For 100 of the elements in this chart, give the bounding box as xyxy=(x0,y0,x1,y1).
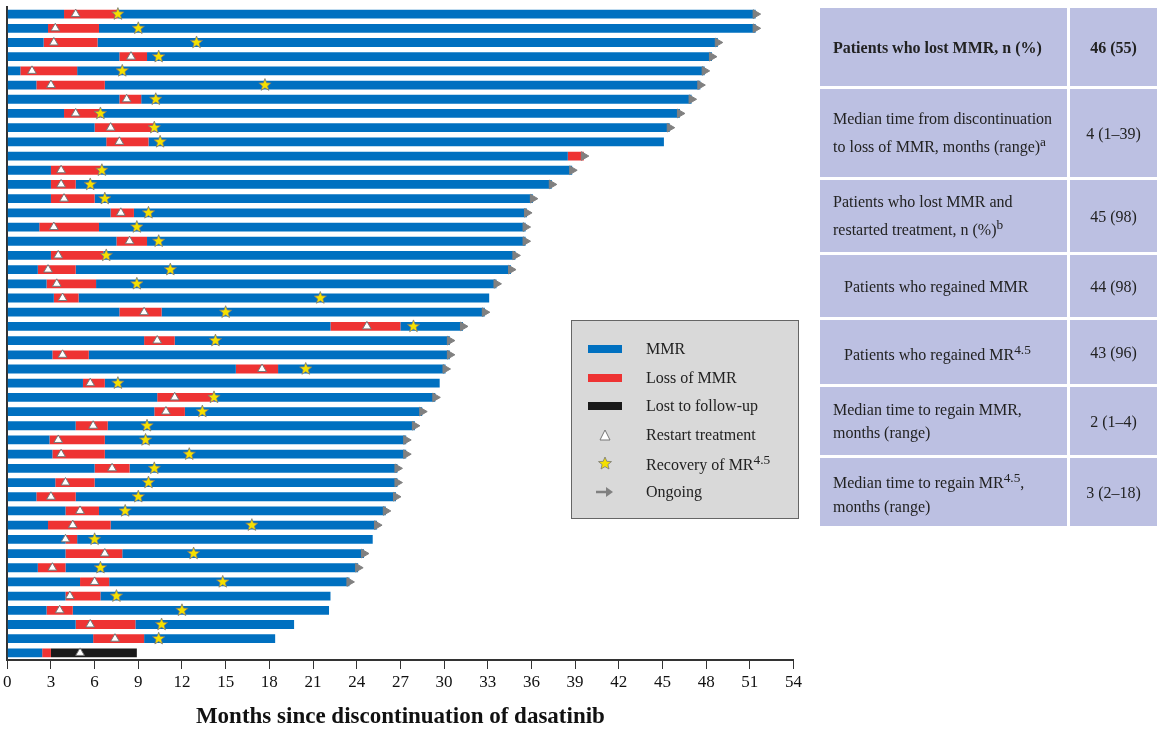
point xyxy=(139,306,149,316)
x-tick-label: 39 xyxy=(566,671,584,691)
bar xyxy=(7,151,568,161)
x-tick-label: 3 xyxy=(46,671,56,691)
bar xyxy=(7,165,51,175)
bar xyxy=(7,620,76,629)
point xyxy=(219,305,233,318)
point xyxy=(161,406,171,415)
bar xyxy=(7,563,38,573)
bar xyxy=(7,605,47,615)
x-tick-label: 51 xyxy=(741,671,759,691)
bar xyxy=(77,534,373,544)
point xyxy=(99,248,113,262)
point xyxy=(111,7,125,20)
bar xyxy=(65,563,359,573)
x-tick-label: 42 xyxy=(610,671,628,691)
text: Median time to regain MR$^{4.5}$, months (range) xyxy=(833,470,1025,515)
point xyxy=(85,377,96,387)
point xyxy=(118,504,132,517)
bar xyxy=(7,307,120,317)
point xyxy=(114,136,125,145)
point xyxy=(362,320,372,330)
point xyxy=(121,93,132,103)
point xyxy=(548,179,558,190)
point xyxy=(207,390,221,404)
point xyxy=(107,462,117,472)
x-tick-label: 9 xyxy=(134,671,143,691)
point xyxy=(70,8,81,18)
bar xyxy=(100,591,331,601)
bar xyxy=(7,94,120,104)
point xyxy=(459,321,469,332)
bar xyxy=(110,520,378,530)
legend-label: Lost to follow-up xyxy=(646,397,758,416)
bar xyxy=(330,322,401,331)
bar xyxy=(148,137,664,147)
point xyxy=(59,193,69,202)
x-tick-label: 36 xyxy=(522,671,540,691)
point xyxy=(98,191,112,205)
point xyxy=(83,177,97,191)
bar xyxy=(48,23,99,33)
bar xyxy=(7,279,47,289)
bar xyxy=(7,322,331,331)
bar xyxy=(7,648,43,658)
point xyxy=(56,164,66,174)
bar xyxy=(7,364,236,374)
bar xyxy=(7,478,56,487)
point xyxy=(411,420,421,431)
point xyxy=(216,575,230,588)
x-axis-title: Months since discontinuation of dasatinib xyxy=(195,703,605,729)
point xyxy=(752,9,762,19)
bar xyxy=(7,66,21,76)
x-tick-label: 18 xyxy=(260,671,278,691)
bar xyxy=(147,236,526,246)
bar xyxy=(133,208,528,218)
point xyxy=(130,276,144,290)
bar xyxy=(7,236,117,246)
point xyxy=(257,363,267,372)
point xyxy=(53,249,64,259)
bar xyxy=(7,350,53,360)
point xyxy=(432,392,441,403)
point xyxy=(110,633,120,642)
point xyxy=(95,163,109,176)
point xyxy=(374,520,383,530)
point xyxy=(57,292,68,302)
bar xyxy=(7,492,37,502)
text: 2 (1–4) xyxy=(1090,411,1137,433)
bar xyxy=(98,23,756,33)
point xyxy=(189,35,204,49)
bar xyxy=(107,421,415,431)
bar xyxy=(144,634,276,644)
point xyxy=(130,220,144,233)
x-tick-label: 15 xyxy=(217,671,235,691)
x-tick-label: 30 xyxy=(435,671,453,691)
legend-label: Loss of MMR xyxy=(646,368,737,387)
bar xyxy=(7,634,94,644)
x-tick-label: 24 xyxy=(348,671,366,691)
point xyxy=(195,404,209,418)
point xyxy=(152,49,166,63)
point xyxy=(46,491,56,500)
point xyxy=(245,518,259,531)
point xyxy=(131,21,145,34)
point xyxy=(88,532,102,545)
bar xyxy=(75,265,512,275)
point xyxy=(109,589,124,602)
point xyxy=(131,489,145,503)
bar xyxy=(161,307,485,317)
point xyxy=(53,434,64,443)
bar xyxy=(214,392,436,402)
point xyxy=(152,631,166,645)
point xyxy=(493,278,502,289)
point xyxy=(688,94,698,105)
point xyxy=(481,307,491,318)
point xyxy=(152,234,166,247)
bar xyxy=(7,591,66,601)
point xyxy=(394,477,403,488)
point xyxy=(419,406,428,417)
x-tick-label: 12 xyxy=(173,671,191,691)
bar xyxy=(7,52,120,62)
point xyxy=(403,435,412,445)
bar xyxy=(7,137,107,147)
